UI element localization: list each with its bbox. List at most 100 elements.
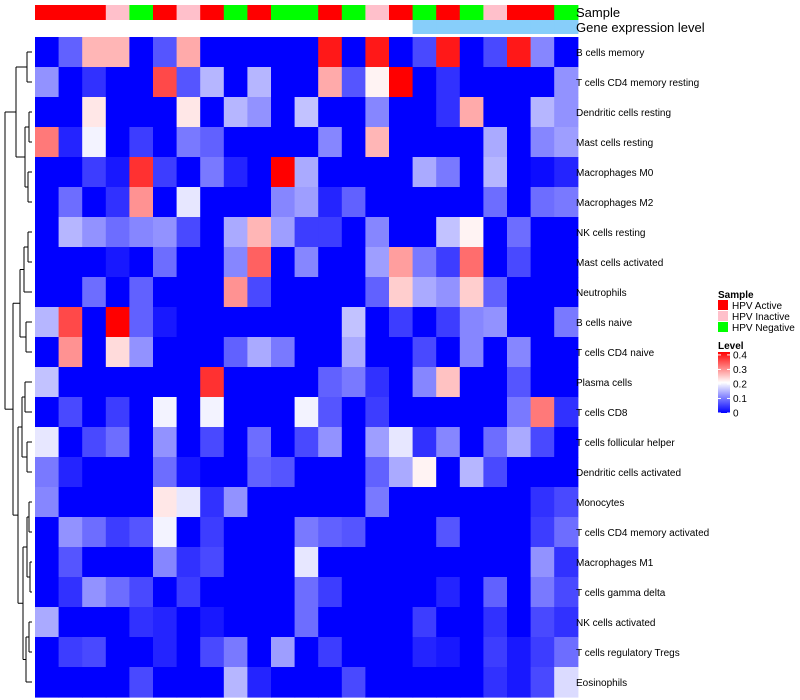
- heatmap-cell: [223, 217, 248, 248]
- row-label: B cells naive: [576, 318, 633, 329]
- heatmap-cell: [82, 97, 107, 128]
- heatmap-cell: [223, 667, 248, 698]
- heatmap-cell: [153, 37, 178, 68]
- heatmap-cell: [153, 637, 178, 668]
- heatmap-cell: [341, 187, 366, 218]
- heatmap-cell: [82, 457, 107, 488]
- heatmap-cell: [247, 517, 272, 548]
- heatmap-cells: [35, 37, 579, 698]
- heatmap-cell: [341, 67, 366, 98]
- heatmap-cell: [35, 367, 60, 398]
- heatmap-cell: [271, 547, 296, 578]
- heatmap-cell: [389, 127, 414, 158]
- heatmap-cell: [389, 157, 414, 188]
- heatmap-cell: [35, 247, 60, 278]
- heatmap-cell: [200, 457, 225, 488]
- heatmap-cell: [35, 157, 60, 188]
- heatmap-cell: [412, 667, 437, 698]
- expression-annotation-cell: [318, 20, 343, 34]
- heatmap-cell: [129, 517, 154, 548]
- heatmap-cell: [554, 487, 579, 518]
- heatmap-cell: [176, 187, 201, 218]
- heatmap-cell: [365, 217, 390, 248]
- heatmap-cell: [530, 127, 555, 158]
- heatmap-cell: [200, 217, 225, 248]
- row-label: Macrophages M0: [576, 168, 654, 179]
- expression-annotation-cell: [530, 20, 555, 34]
- heatmap-cell: [554, 157, 579, 188]
- heatmap-cell: [412, 637, 437, 668]
- heatmap-cell: [153, 457, 178, 488]
- heatmap-cell: [341, 427, 366, 458]
- heatmap-cell: [365, 187, 390, 218]
- heatmap-cell: [105, 157, 130, 188]
- heatmap-cell: [82, 367, 107, 398]
- heatmap-cell: [294, 637, 319, 668]
- heatmap-cell: [341, 247, 366, 278]
- heatmap-cell: [271, 307, 296, 338]
- heatmap-cell: [318, 67, 343, 98]
- heatmap-cell: [223, 427, 248, 458]
- heatmap-cell: [294, 577, 319, 608]
- heatmap-cell: [223, 97, 248, 128]
- heatmap-cell: [341, 127, 366, 158]
- heatmap-cell: [294, 517, 319, 548]
- heatmap-cell: [35, 517, 60, 548]
- heatmap-cell: [176, 307, 201, 338]
- heatmap-cell: [389, 607, 414, 638]
- heatmap-cell: [223, 367, 248, 398]
- heatmap-cell: [412, 187, 437, 218]
- heatmap-cell: [200, 277, 225, 308]
- expression-annotation-cell: [554, 20, 579, 34]
- heatmap-cell: [271, 487, 296, 518]
- heatmap-cell: [365, 397, 390, 428]
- heatmap-cell: [459, 667, 484, 698]
- heatmap-cell: [247, 337, 272, 368]
- heatmap-cell: [412, 337, 437, 368]
- level-colorbar: [718, 352, 730, 413]
- expression-annotation-cell: [223, 20, 248, 34]
- heatmap-cell: [294, 457, 319, 488]
- heatmap-cell: [129, 427, 154, 458]
- heatmap-cell: [82, 637, 107, 668]
- heatmap-cell: [153, 667, 178, 698]
- heatmap-cell: [247, 97, 272, 128]
- heatmap-cell: [530, 547, 555, 578]
- heatmap-cell: [554, 217, 579, 248]
- heatmap-cell: [223, 127, 248, 158]
- heatmap-cell: [58, 97, 83, 128]
- heatmap-cell: [412, 157, 437, 188]
- heatmap-cell: [153, 607, 178, 638]
- heatmap-cell: [483, 457, 508, 488]
- heatmap-cell: [436, 487, 461, 518]
- row-label: T cells CD8: [576, 408, 628, 419]
- heatmap-cell: [483, 337, 508, 368]
- heatmap-cell: [530, 607, 555, 638]
- heatmap-cell: [530, 337, 555, 368]
- heatmap-cell: [35, 37, 60, 68]
- heatmap-cell: [200, 577, 225, 608]
- heatmap-cell: [58, 577, 83, 608]
- heatmap-cell: [153, 337, 178, 368]
- heatmap-cell: [389, 667, 414, 698]
- row-label: Macrophages M1: [576, 558, 654, 569]
- heatmap-cell: [176, 367, 201, 398]
- heatmap-cell: [294, 67, 319, 98]
- heatmap-cell: [58, 337, 83, 368]
- heatmap-cell: [318, 157, 343, 188]
- heatmap-cell: [530, 277, 555, 308]
- heatmap-cell: [129, 487, 154, 518]
- level-legend-title: Level: [718, 341, 744, 352]
- row-label: Eosinophils: [576, 678, 627, 689]
- heatmap-cell: [459, 187, 484, 218]
- heatmap-cell: [153, 547, 178, 578]
- heatmap-cell: [223, 457, 248, 488]
- heatmap-cell: [223, 247, 248, 278]
- sample-annotation-cell: [105, 5, 130, 20]
- heatmap-cell: [436, 637, 461, 668]
- heatmap-cell: [247, 637, 272, 668]
- sample-annotation-cell: [436, 5, 461, 20]
- heatmap-cell: [105, 457, 130, 488]
- heatmap-cell: [436, 397, 461, 428]
- heatmap-cell: [483, 67, 508, 98]
